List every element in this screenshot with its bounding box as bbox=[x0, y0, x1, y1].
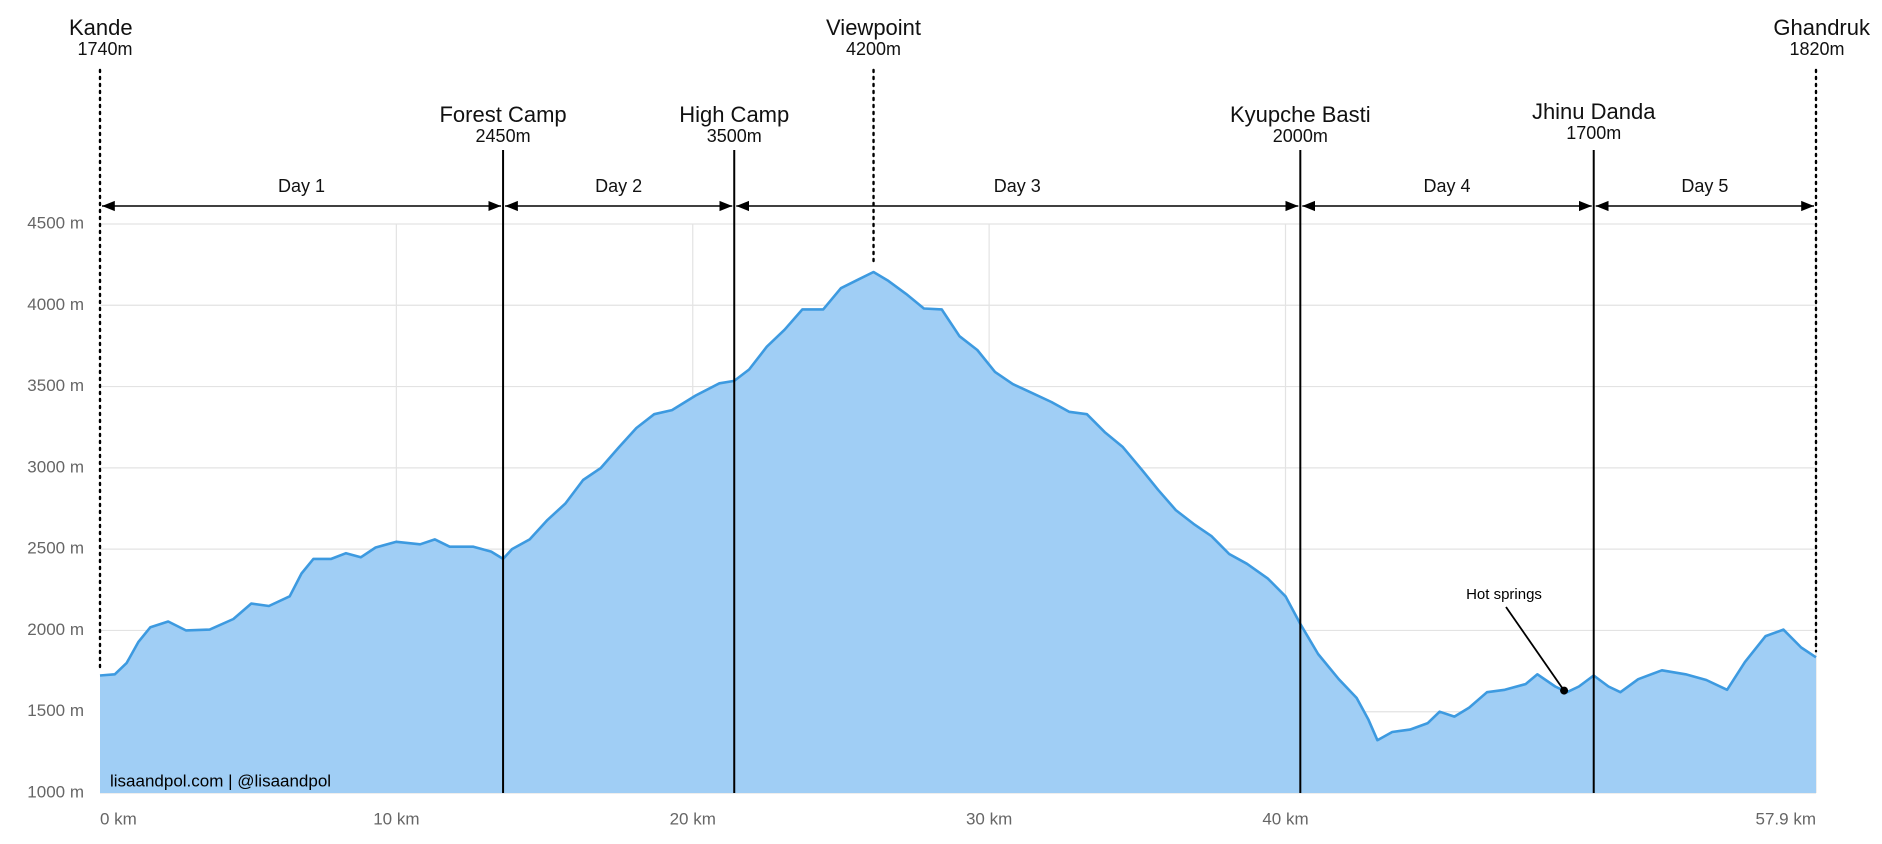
y-tick-label: 1500 m bbox=[27, 701, 84, 720]
waypoint-name: Forest Camp bbox=[439, 102, 566, 127]
y-tick-label: 2000 m bbox=[27, 620, 84, 639]
y-tick-label: 3500 m bbox=[27, 376, 84, 395]
waypoint-elevation: 3500m bbox=[707, 126, 762, 146]
waypoint-name: Ghandruk bbox=[1773, 15, 1871, 40]
waypoint-elevation: 2450m bbox=[476, 126, 531, 146]
waypoint-name: Jhinu Danda bbox=[1532, 99, 1656, 124]
day-label: Day 1 bbox=[278, 176, 325, 196]
day-label: Day 5 bbox=[1681, 176, 1728, 196]
x-tick-label: 10 km bbox=[373, 809, 419, 828]
annotation-leader bbox=[1505, 606, 1565, 692]
waypoint-elevation: 1700m bbox=[1566, 123, 1621, 143]
waypoint-elevation: 4200m bbox=[846, 39, 901, 59]
annotation-point bbox=[1560, 686, 1569, 695]
waypoint-name: Kyupche Basti bbox=[1230, 102, 1371, 127]
elevation-line bbox=[99, 270, 1817, 742]
waypoint-elevation: 2000m bbox=[1273, 126, 1328, 146]
y-tick-label: 4500 m bbox=[27, 213, 84, 232]
area-fill bbox=[100, 272, 1816, 793]
y-tick-label: 4000 m bbox=[27, 295, 84, 314]
waypoint-name: High Camp bbox=[679, 102, 789, 127]
y-tick-label: 3000 m bbox=[27, 457, 84, 476]
day-label: Day 2 bbox=[595, 176, 642, 196]
x-tick-label: 40 km bbox=[1262, 809, 1308, 828]
annotation-text: Hot springs bbox=[1466, 586, 1542, 603]
x-tick-label: 57.9 km bbox=[1756, 809, 1816, 828]
waypoint-elevation: 1820m bbox=[1789, 39, 1844, 59]
x-tick-label: 20 km bbox=[670, 809, 716, 828]
credit: lisaandpol.com | @lisaandpol bbox=[110, 771, 331, 790]
x-tick-label: 30 km bbox=[966, 809, 1012, 828]
waypoint-elevation: 1740m bbox=[77, 39, 132, 59]
day-label: Day 3 bbox=[994, 176, 1041, 196]
y-tick-label: 2500 m bbox=[27, 539, 84, 558]
day-label: Day 4 bbox=[1423, 176, 1470, 196]
waypoint-name: Kande bbox=[69, 15, 133, 40]
x-tick-label: 0 km bbox=[100, 809, 137, 828]
waypoint-name: Viewpoint bbox=[826, 15, 921, 40]
y-tick-label: 1000 m bbox=[27, 782, 84, 801]
